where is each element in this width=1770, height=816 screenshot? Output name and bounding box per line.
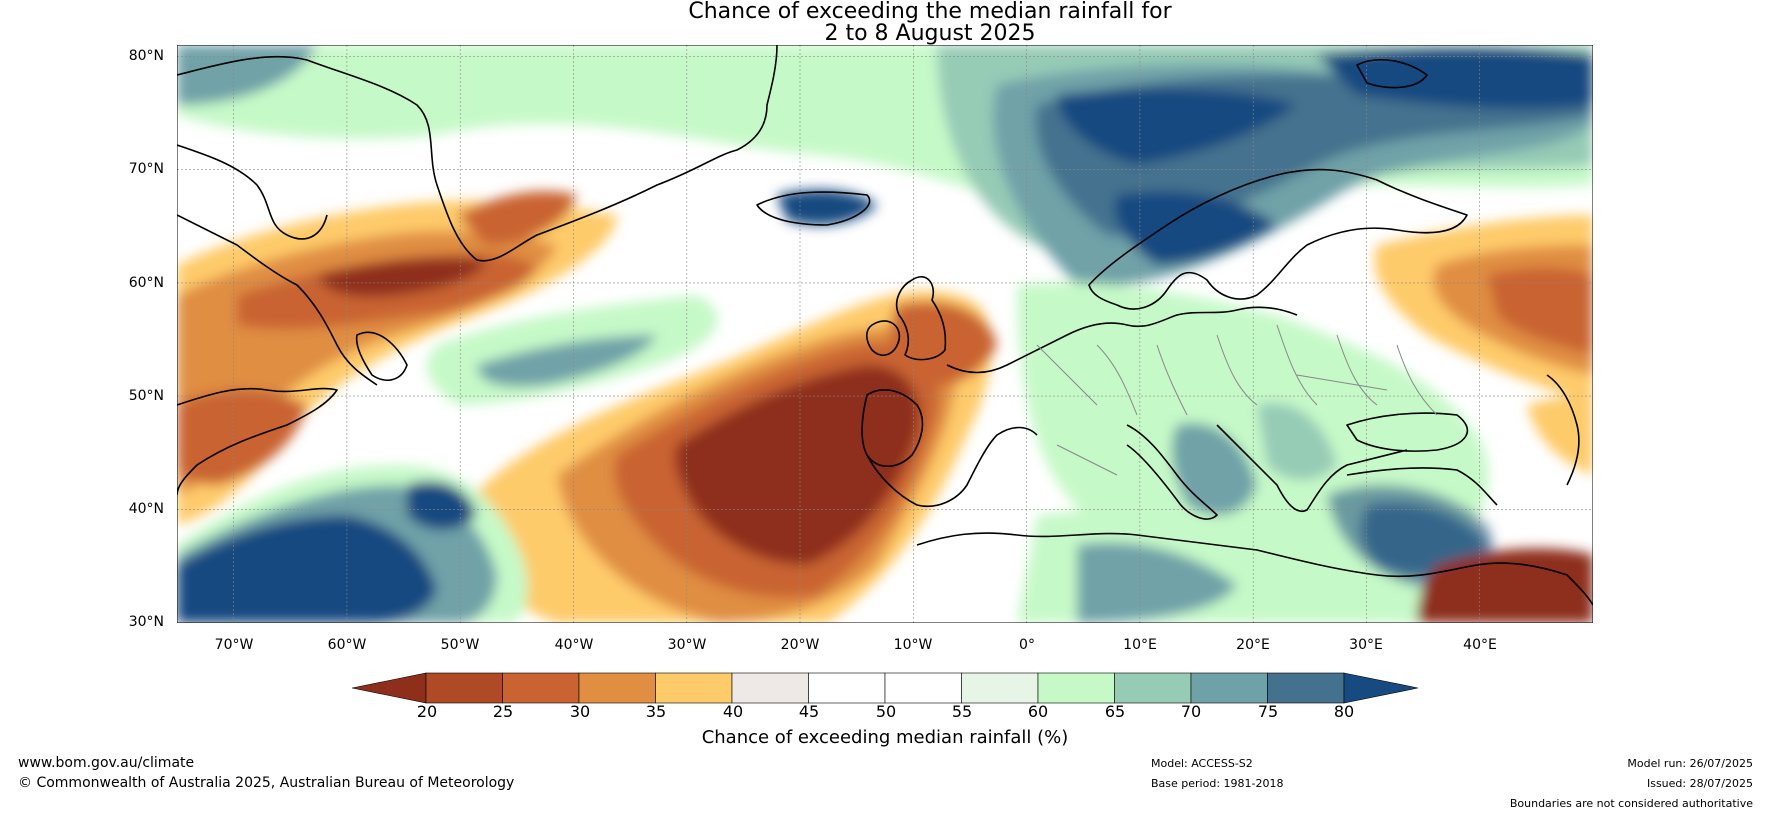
field-scandinavia-navy-2 <box>1317 47 1593 110</box>
field-nova-scotia-rust <box>177 390 307 485</box>
coast-balkans <box>1216 424 1408 512</box>
colorbar-tick-40: 40 <box>722 702 744 721</box>
colorbar-tick-50: 50 <box>875 702 897 721</box>
lon-label-30w: 30°W <box>667 637 707 653</box>
field-uk-rust <box>890 301 997 385</box>
colorbar-swatch <box>731 672 809 704</box>
colorbar <box>352 672 1419 704</box>
coast-caspian <box>1546 374 1580 486</box>
field-labrador-brown <box>317 258 487 297</box>
colorbar-tick-80: 80 <box>1333 702 1355 721</box>
field-greenland-rust <box>457 191 577 245</box>
colorbar-swatches <box>352 672 1419 704</box>
map-title-line-2: 2 to 8 August 2025 <box>824 21 1036 46</box>
coast-ireland <box>865 320 901 356</box>
colorbar-swatch <box>808 672 886 704</box>
probability-field <box>177 45 1593 623</box>
colorbar-swatch <box>1114 672 1192 704</box>
coast-iberia <box>866 426 1038 507</box>
footer-copyright: © Commonwealth of Australia 2025, Austra… <box>18 775 515 791</box>
colorbar-swatch <box>655 672 733 704</box>
field-iceland-navy <box>777 189 877 225</box>
lon-label-60w: 60°W <box>327 637 367 653</box>
field-canary-navy <box>407 481 477 530</box>
coast-greenland <box>177 45 778 262</box>
coast-newfoundland <box>355 331 408 381</box>
colorbar-tick-30: 30 <box>569 702 591 721</box>
field-russia-rust <box>1487 267 1593 355</box>
coast-black-sea <box>1346 412 1469 452</box>
colorbar-label: Chance of exceeding median rainfall (%) <box>701 727 1069 748</box>
coast-baffin <box>177 144 328 240</box>
lon-label-50w: 50°W <box>440 637 480 653</box>
lon-label-40w: 40°W <box>554 637 594 653</box>
lon-label-0: 0° <box>1019 637 1035 653</box>
lat-label-60n: 60°N <box>128 275 164 291</box>
field-mid-atlantic-teal <box>477 335 657 387</box>
footer-model-run: Model run: 26/07/2025 <box>1627 757 1753 770</box>
lon-label-10e: 10°E <box>1123 637 1157 653</box>
colorbar-tick-75: 75 <box>1257 702 1279 721</box>
lon-label-70w: 70°W <box>214 637 254 653</box>
lat-label-70n: 70°N <box>128 161 164 177</box>
colorbar-swatch <box>961 672 1039 704</box>
coast-turkey <box>1346 467 1498 506</box>
field-balkan-teal <box>1257 403 1337 480</box>
colorbar-tick-60: 60 <box>1027 702 1049 721</box>
lon-label-30e: 30°E <box>1349 637 1383 653</box>
field-norway-navy <box>1114 191 1277 265</box>
lat-label-30n: 30°N <box>128 614 164 630</box>
field-scandinavia-navy <box>1057 88 1297 165</box>
footer-url: www.bom.gov.au/climate <box>18 755 195 771</box>
colorbar-tick-20: 20 <box>416 702 438 721</box>
lon-label-10w: 10°W <box>893 637 933 653</box>
colorbar-tick-35: 35 <box>645 702 667 721</box>
lon-label-20w: 20°W <box>780 637 820 653</box>
lat-label-80n: 80°N <box>128 48 164 64</box>
colorbar-swatch <box>884 672 962 704</box>
field-sw-atlantic-navy <box>177 515 437 623</box>
colorbar-tick-70: 70 <box>1180 702 1202 721</box>
footer-disclaimer: Boundaries are not considered authoritat… <box>1509 797 1753 810</box>
coast-europe <box>861 306 1298 468</box>
colorbar-below-triangle <box>352 672 427 704</box>
lon-label-20e: 20°E <box>1236 637 1270 653</box>
colorbar-above-triangle <box>1343 672 1419 704</box>
country-borders <box>1036 324 1438 476</box>
map-title-line-1: Chance of exceeding the median rainfall … <box>688 0 1172 24</box>
coast-nova-scotia <box>177 387 338 496</box>
footer-model: Model: ACCESS-S2 <box>1151 757 1253 770</box>
rainfall-map-canvas <box>177 45 1593 623</box>
colorbar-tick-45: 45 <box>798 702 820 721</box>
coast-labrador <box>177 214 378 386</box>
colorbar-tick-25: 25 <box>492 702 514 721</box>
field-west-greenland-teal <box>177 45 317 105</box>
coast-scandinavia <box>1088 168 1468 310</box>
lat-label-40n: 40°N <box>128 501 164 517</box>
footer-issued: Issued: 28/07/2025 <box>1646 777 1753 790</box>
rainfall-map <box>177 45 1593 623</box>
colorbar-swatch <box>502 672 580 704</box>
field-egypt-brown <box>1417 548 1593 623</box>
colorbar-swatch <box>578 672 656 704</box>
coast-great-britain <box>895 276 947 361</box>
field-med-teal <box>1077 542 1237 623</box>
coastlines <box>177 45 1593 606</box>
coast-svalbard <box>1356 59 1428 89</box>
footer-base-period: Base period: 1981-2018 <box>1151 777 1284 790</box>
colorbar-swatch <box>1267 672 1345 704</box>
coast-italy <box>1126 424 1218 520</box>
field-atlantic-brown <box>675 365 920 565</box>
colorbar-swatch <box>1190 672 1268 704</box>
colorbar-tick-65: 65 <box>1104 702 1126 721</box>
colorbar-tick-55: 55 <box>951 702 973 721</box>
coast-iceland <box>756 191 871 226</box>
lat-label-50n: 50°N <box>128 388 164 404</box>
coast-north-africa <box>916 532 1593 606</box>
field-caspian-yellow <box>1527 395 1593 475</box>
colorbar-swatch <box>1037 672 1115 704</box>
lon-label-40e: 40°E <box>1463 637 1497 653</box>
colorbar-swatch <box>425 672 503 704</box>
gridlines <box>177 45 1593 623</box>
